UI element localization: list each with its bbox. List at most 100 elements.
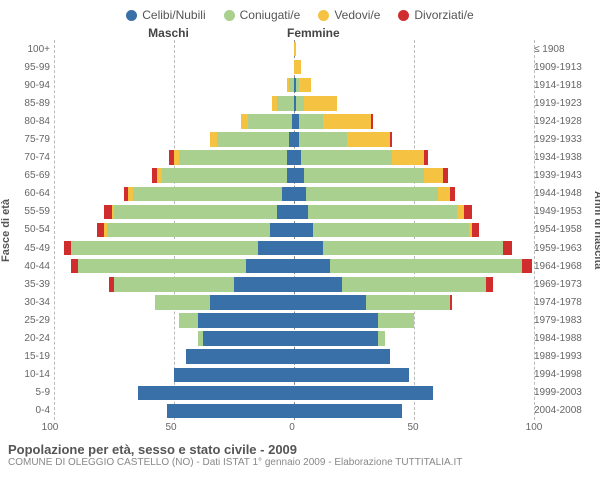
female-half (294, 58, 534, 76)
female-bar (294, 386, 433, 400)
bar-segment-divorziati (424, 150, 429, 164)
male-bar (138, 386, 294, 400)
bar-segment-celibi (294, 277, 342, 291)
y-axis-label-left: Fasce di età (0, 40, 8, 420)
female-bar (294, 150, 428, 164)
bar-segment-celibi (203, 331, 294, 345)
x-axis: 10050050100 (0, 422, 600, 436)
male-half (54, 185, 294, 203)
birth-year-label: 1964-1968 (534, 257, 592, 275)
female-bar (294, 187, 455, 201)
bar-segment-celibi (294, 331, 378, 345)
bar-segment-celibi (270, 223, 294, 237)
legend-item: Vedovi/e (318, 8, 380, 22)
female-half (294, 94, 534, 112)
pyramid-row (54, 239, 534, 257)
male-half (54, 203, 294, 221)
legend-item: Celibi/Nubili (126, 8, 205, 22)
pyramid-row (54, 149, 534, 167)
bar-segment-vedovi (304, 96, 338, 110)
female-half (294, 112, 534, 130)
bar-segment-coniugati (133, 187, 282, 201)
bar-segment-celibi (282, 187, 294, 201)
female-half (294, 402, 534, 420)
male-bar (210, 132, 294, 146)
birth-year-labels: ≤ 19081909-19131914-19181919-19231924-19… (534, 40, 592, 420)
female-bar (294, 132, 392, 146)
age-band-labels: 100+95-9990-9485-8980-8475-7970-7465-696… (8, 40, 54, 420)
female-bar (294, 42, 296, 56)
male-bar (152, 168, 294, 182)
male-half (54, 94, 294, 112)
birth-year-label: 1999-2003 (534, 384, 592, 402)
pyramid-row (54, 402, 534, 420)
x-tick: 50 (165, 422, 176, 433)
birth-year-label: 1914-1918 (534, 76, 592, 94)
male-half (54, 384, 294, 402)
male-bar (272, 96, 294, 110)
bar-segment-divorziati (97, 223, 104, 237)
pyramid-row (54, 221, 534, 239)
age-band-label: 35-39 (8, 275, 50, 293)
bar-segment-celibi (294, 187, 306, 201)
bar-segment-coniugati (162, 168, 287, 182)
bar-segment-celibi (287, 168, 294, 182)
female-bar (294, 114, 373, 128)
male-bar (167, 404, 294, 418)
bar-segment-coniugati (296, 96, 303, 110)
female-half (294, 366, 534, 384)
x-tick: 100 (42, 422, 59, 433)
female-half (294, 149, 534, 167)
male-bar (287, 78, 294, 92)
bar-segment-celibi (294, 150, 301, 164)
bar-segment-divorziati (71, 259, 78, 273)
bar-segment-divorziati (450, 187, 455, 201)
bar-segment-celibi (234, 277, 294, 291)
male-half (54, 348, 294, 366)
bar-segment-celibi (294, 368, 409, 382)
male-bar (241, 114, 294, 128)
bar-segment-coniugati (342, 277, 486, 291)
bar-segment-coniugati (155, 295, 210, 309)
x-tick: 0 (289, 422, 295, 433)
bar-segment-vedovi (424, 168, 443, 182)
female-half (294, 130, 534, 148)
age-band-label: 95-99 (8, 58, 50, 76)
male-half (54, 167, 294, 185)
male-half (54, 257, 294, 275)
age-band-label: 70-74 (8, 149, 50, 167)
x-tick: 100 (526, 422, 543, 433)
male-half (54, 311, 294, 329)
age-band-label: 20-24 (8, 330, 50, 348)
birth-year-label: 1934-1938 (534, 149, 592, 167)
bar-segment-celibi (277, 205, 294, 219)
bar-segment-vedovi (457, 205, 464, 219)
bar-segment-coniugati (323, 241, 503, 255)
bar-segment-coniugati (378, 331, 385, 345)
bar-segment-divorziati (522, 259, 532, 273)
bar-segment-celibi (294, 404, 402, 418)
female-bar (294, 368, 409, 382)
bar-segment-coniugati (107, 223, 270, 237)
male-half (54, 330, 294, 348)
pyramid-row (54, 130, 534, 148)
bar-segment-divorziati (104, 205, 111, 219)
pyramid-row (54, 40, 534, 58)
bar-segment-divorziati (472, 223, 479, 237)
legend-label: Divorziati/e (414, 8, 473, 22)
female-bar (294, 241, 512, 255)
male-bar (179, 313, 294, 327)
legend-swatch (224, 10, 235, 21)
bar-segment-celibi (294, 259, 330, 273)
age-band-label: 30-34 (8, 293, 50, 311)
birth-year-label: 1949-1953 (534, 203, 592, 221)
birth-year-label: 2004-2008 (534, 402, 592, 420)
birth-year-label: 1989-1993 (534, 348, 592, 366)
bar-segment-vedovi (294, 60, 301, 74)
age-band-label: 15-19 (8, 348, 50, 366)
male-bar (186, 349, 294, 363)
legend-label: Coniugati/e (240, 8, 301, 22)
bar-segment-coniugati (306, 187, 438, 201)
female-bar (294, 205, 472, 219)
female-bar (294, 349, 390, 363)
